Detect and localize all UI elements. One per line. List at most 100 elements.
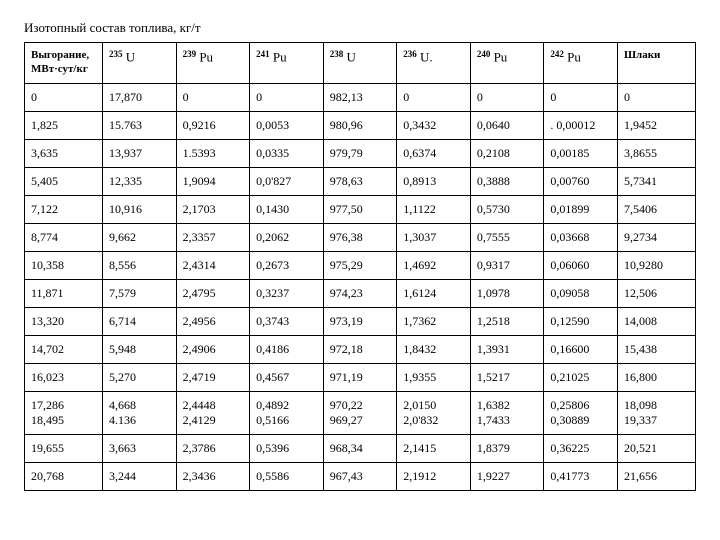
table-cell: 7,122 <box>25 195 103 223</box>
table-cell: 13,320 <box>25 307 103 335</box>
table-cell: 980,96 <box>323 111 397 139</box>
table-cell: 2,1703 <box>176 195 250 223</box>
table-cell: 0,16600 <box>544 335 618 363</box>
table-cell: 2,3786 <box>176 434 250 462</box>
table-cell: 2,1415 <box>397 434 471 462</box>
table-cell: 0,9317 <box>470 251 544 279</box>
table-cell: 0,5586 <box>250 462 324 490</box>
table-cell: 13,937 <box>103 139 177 167</box>
table-cell: 0,8913 <box>397 167 471 195</box>
table-row: 10,3588,5562,43140,2673975,291,46920,931… <box>25 251 696 279</box>
table-row: 5,40512,3351,90940,0'827978,630,89130,38… <box>25 167 696 195</box>
table-cell: 7,579 <box>103 279 177 307</box>
table-cell: 0,06060 <box>544 251 618 279</box>
table-cell: 1,825 <box>25 111 103 139</box>
table-cell: 0 <box>470 83 544 111</box>
column-header: 235 U <box>103 43 177 84</box>
table-cell: 1,9452 <box>617 111 695 139</box>
column-header: 240 Pu <box>470 43 544 84</box>
table-cell: 1.5393 <box>176 139 250 167</box>
table-cell: 9,662 <box>103 223 177 251</box>
table-cell: 17,870 <box>103 83 177 111</box>
table-cell: . 0,00012 <box>544 111 618 139</box>
table-row: 16,0235,2702,47190,4567971,191,93551,521… <box>25 363 696 391</box>
table-row: 19,6553,6632,37860,5396968,342,14151,837… <box>25 434 696 462</box>
table-cell: 7,5406 <box>617 195 695 223</box>
table-cell: 1,9227 <box>470 462 544 490</box>
column-header: 241 Pu <box>250 43 324 84</box>
table-cell: 0,3237 <box>250 279 324 307</box>
table-cell: 10,916 <box>103 195 177 223</box>
table-cell: 0 <box>397 83 471 111</box>
table-cell: 6,714 <box>103 307 177 335</box>
table-cell: 1,9355 <box>397 363 471 391</box>
table-cell: 976,38 <box>323 223 397 251</box>
table-cell: 1,4692 <box>397 251 471 279</box>
table-cell: 0,3432 <box>397 111 471 139</box>
table-cell: 5,405 <box>25 167 103 195</box>
table-cell: 0,258060,30889 <box>544 391 618 434</box>
table-cell: 0 <box>617 83 695 111</box>
table-cell: 18,09819,337 <box>617 391 695 434</box>
table-cell: 967,43 <box>323 462 397 490</box>
table-cell: 0,00185 <box>544 139 618 167</box>
table-cell: 972,18 <box>323 335 397 363</box>
table-cell: 0,4186 <box>250 335 324 363</box>
table-cell: 16,023 <box>25 363 103 391</box>
table-cell: 8,556 <box>103 251 177 279</box>
column-header: 238 U <box>323 43 397 84</box>
table-cell: 2,3436 <box>176 462 250 490</box>
table-cell: 12,506 <box>617 279 695 307</box>
table-cell: 1,2518 <box>470 307 544 335</box>
column-header: 242 Pu <box>544 43 618 84</box>
table-cell: 977,50 <box>323 195 397 223</box>
table-cell: 9,2734 <box>617 223 695 251</box>
table-cell: 0,2062 <box>250 223 324 251</box>
table-cell: 3,8655 <box>617 139 695 167</box>
table-cell: 0,2673 <box>250 251 324 279</box>
table-cell: 1,5217 <box>470 363 544 391</box>
table-cell: 0,01899 <box>544 195 618 223</box>
table-cell: 10,9280 <box>617 251 695 279</box>
table-cell: 0,00760 <box>544 167 618 195</box>
table-cell: 3,244 <box>103 462 177 490</box>
table-cell: 2,4719 <box>176 363 250 391</box>
table-cell: 2,1912 <box>397 462 471 490</box>
table-cell: 0,0335 <box>250 139 324 167</box>
table-cell: 11,871 <box>25 279 103 307</box>
table-cell: 15,438 <box>617 335 695 363</box>
column-header: 236 U. <box>397 43 471 84</box>
table-row: 8,7749,6622,33570,2062976,381,30370,7555… <box>25 223 696 251</box>
table-cell: 0,6374 <box>397 139 471 167</box>
table-cell: 0,5730 <box>470 195 544 223</box>
table-cell: 20,768 <box>25 462 103 490</box>
table-cell: 3,635 <box>25 139 103 167</box>
table-cell: 0,12590 <box>544 307 618 335</box>
table-cell: 982,13 <box>323 83 397 111</box>
table-cell: 974,23 <box>323 279 397 307</box>
table-cell: 971,19 <box>323 363 397 391</box>
table-row: 20,7683,2442,34360,5586967,432,19121,922… <box>25 462 696 490</box>
table-cell: 0,0053 <box>250 111 324 139</box>
table-cell: 2,4795 <box>176 279 250 307</box>
table-row: 7,12210,9162,17030,1430977,501,11220,573… <box>25 195 696 223</box>
table-cell: 0,0'827 <box>250 167 324 195</box>
table-cell: 0,5396 <box>250 434 324 462</box>
table-cell: 0,9216 <box>176 111 250 139</box>
column-header: Шлаки <box>617 43 695 84</box>
table-cell: 975,29 <box>323 251 397 279</box>
table-title: Изотопный состав топлива, кг/т <box>24 20 696 36</box>
column-header: 239 Pu <box>176 43 250 84</box>
table-cell: 5,270 <box>103 363 177 391</box>
table-cell: 17,28618,495 <box>25 391 103 434</box>
table-cell: 1,6124 <box>397 279 471 307</box>
column-header: Выгорание, МВт·сут/кг <box>25 43 103 84</box>
table-cell: 2,44482,4129 <box>176 391 250 434</box>
table-cell: 1,3931 <box>470 335 544 363</box>
table-cell: 10,358 <box>25 251 103 279</box>
table-cell: 5,948 <box>103 335 177 363</box>
table-cell: 0,0640 <box>470 111 544 139</box>
table-cell: 1,1122 <box>397 195 471 223</box>
table-cell: 0,48920,5166 <box>250 391 324 434</box>
table-cell: 8,774 <box>25 223 103 251</box>
